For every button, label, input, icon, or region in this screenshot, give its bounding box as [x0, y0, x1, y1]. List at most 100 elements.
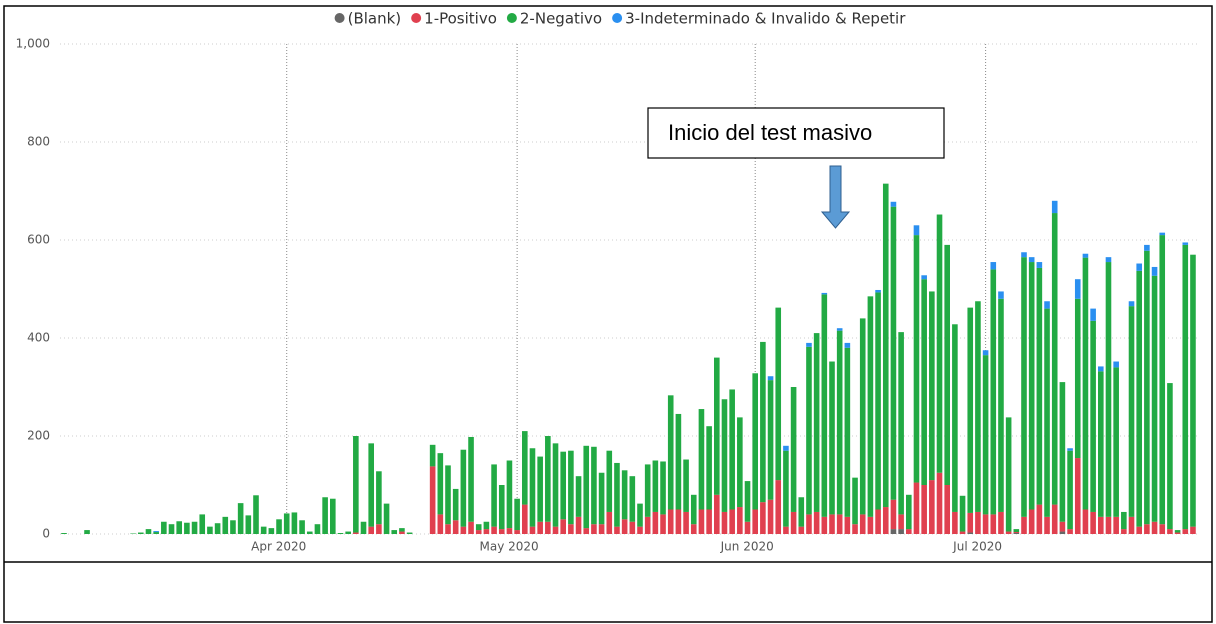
- bar-segment: [145, 529, 152, 534]
- y-tick-label: 200: [27, 429, 50, 443]
- bar-segment: [1182, 242, 1189, 245]
- bar-segment: [583, 528, 590, 534]
- bar-segment: [529, 526, 536, 534]
- bar-segment: [276, 519, 282, 534]
- bar-segment: [506, 460, 513, 529]
- bar-segment: [1074, 298, 1081, 459]
- bar-segment: [468, 436, 474, 522]
- bar-segment: [967, 307, 974, 513]
- bar-segment: [598, 524, 605, 534]
- bar-segment: [783, 526, 789, 534]
- bar-segment: [1105, 262, 1112, 517]
- bar-segment: [283, 513, 290, 534]
- bar-segment: [545, 521, 551, 534]
- bar-segment: [798, 497, 805, 527]
- bar-segment: [153, 531, 159, 533]
- bar-segment: [621, 519, 628, 534]
- bar-segment: [406, 532, 413, 534]
- bar-segment: [560, 451, 566, 520]
- bar-segment: [1036, 504, 1043, 534]
- bar-segment: [752, 509, 758, 534]
- bar-segment: [1105, 516, 1112, 534]
- bar-segment: [790, 387, 797, 512]
- bar-segment: [475, 530, 482, 534]
- bar-segment: [1174, 532, 1181, 534]
- bar-segment: [959, 531, 966, 534]
- bar-segment: [514, 498, 520, 531]
- bar-segment: [790, 511, 797, 534]
- annotation: Inicio del test masivo: [668, 120, 872, 145]
- bar-segment: [744, 521, 751, 534]
- bar-segment: [1159, 235, 1166, 525]
- bar-segment: [314, 524, 321, 534]
- bar-segment: [1090, 308, 1096, 321]
- bar-segment: [990, 269, 997, 515]
- bar-segment: [445, 465, 451, 525]
- bar-segment: [452, 488, 459, 521]
- x-tick-label: Jun 2020: [720, 540, 774, 554]
- bar-segment: [706, 426, 712, 510]
- bar-segment: [460, 526, 467, 534]
- bar-segment: [729, 509, 735, 534]
- bar-segment: [690, 494, 697, 525]
- bar-segment: [1128, 306, 1135, 517]
- bar-segment: [1159, 232, 1166, 236]
- bar-segment: [1167, 529, 1173, 534]
- bar-segment: [1051, 213, 1058, 505]
- bar-segment: [1013, 533, 1020, 534]
- bar-segment: [1013, 529, 1020, 533]
- bar-segment: [721, 511, 728, 534]
- bar-segment: [498, 485, 505, 530]
- bar-segment: [906, 494, 912, 530]
- bar-segment: [760, 502, 766, 534]
- bar-segment: [783, 450, 789, 527]
- bar-segment: [767, 499, 774, 534]
- bar-segment: [990, 262, 997, 270]
- bar-segment: [629, 521, 636, 534]
- bar-segment: [1059, 521, 1066, 532]
- y-tick-label: 1,000: [16, 37, 50, 51]
- legend-marker: [334, 13, 345, 23]
- plot: 0 200 400 600 800 1,000 Apr 2020 May 2020 Jun 20…: [16, 37, 1200, 554]
- bar-segment: [1036, 262, 1043, 268]
- bar-segment: [1174, 530, 1181, 533]
- bar-segment: [744, 481, 751, 522]
- legend-item: 3-Indeterminado & Invalido & Repetir: [612, 10, 906, 28]
- y-tick-label: 0: [42, 527, 50, 541]
- legend: (Blank) 1-Positivo 2-Negativo 3-Indetermina…: [334, 10, 906, 28]
- bar-segment: [1113, 361, 1119, 368]
- bar-segment: [929, 291, 935, 481]
- bar-segment: [552, 526, 559, 534]
- bar-segment: [1051, 504, 1058, 534]
- bar-segment: [690, 524, 697, 534]
- bar-segment: [1190, 254, 1196, 527]
- bar-segment: [944, 244, 950, 485]
- bar-segment: [260, 526, 267, 534]
- bar-segment: [1182, 529, 1189, 534]
- bar-segment: [1167, 383, 1173, 530]
- x-tick-label: Apr 2020: [251, 540, 306, 554]
- bar-segment: [829, 514, 835, 534]
- bar-segment: [667, 509, 674, 534]
- bar-segment: [629, 476, 636, 522]
- bar-segment: [875, 292, 881, 510]
- bar-segment: [1044, 308, 1050, 517]
- bar-segment: [606, 511, 613, 534]
- bar-segment: [806, 514, 812, 534]
- bar-segment: [591, 446, 597, 525]
- bar-segment: [921, 279, 927, 485]
- bar-segment: [606, 450, 613, 512]
- bar-segment: [952, 511, 958, 534]
- bar-segment: [1128, 516, 1135, 534]
- bar-segment: [1059, 382, 1066, 522]
- bar-segment: [368, 526, 374, 534]
- legend-label: 1-Positivo: [424, 10, 497, 28]
- bar-segment: [798, 526, 805, 534]
- bar-segment: [1021, 257, 1027, 517]
- bar-segment: [306, 531, 313, 534]
- bar-segment: [913, 235, 920, 483]
- bar-segment: [982, 514, 989, 534]
- bar-segment: [783, 445, 789, 451]
- bar-segment: [1090, 511, 1096, 534]
- bar-segment: [1136, 526, 1142, 534]
